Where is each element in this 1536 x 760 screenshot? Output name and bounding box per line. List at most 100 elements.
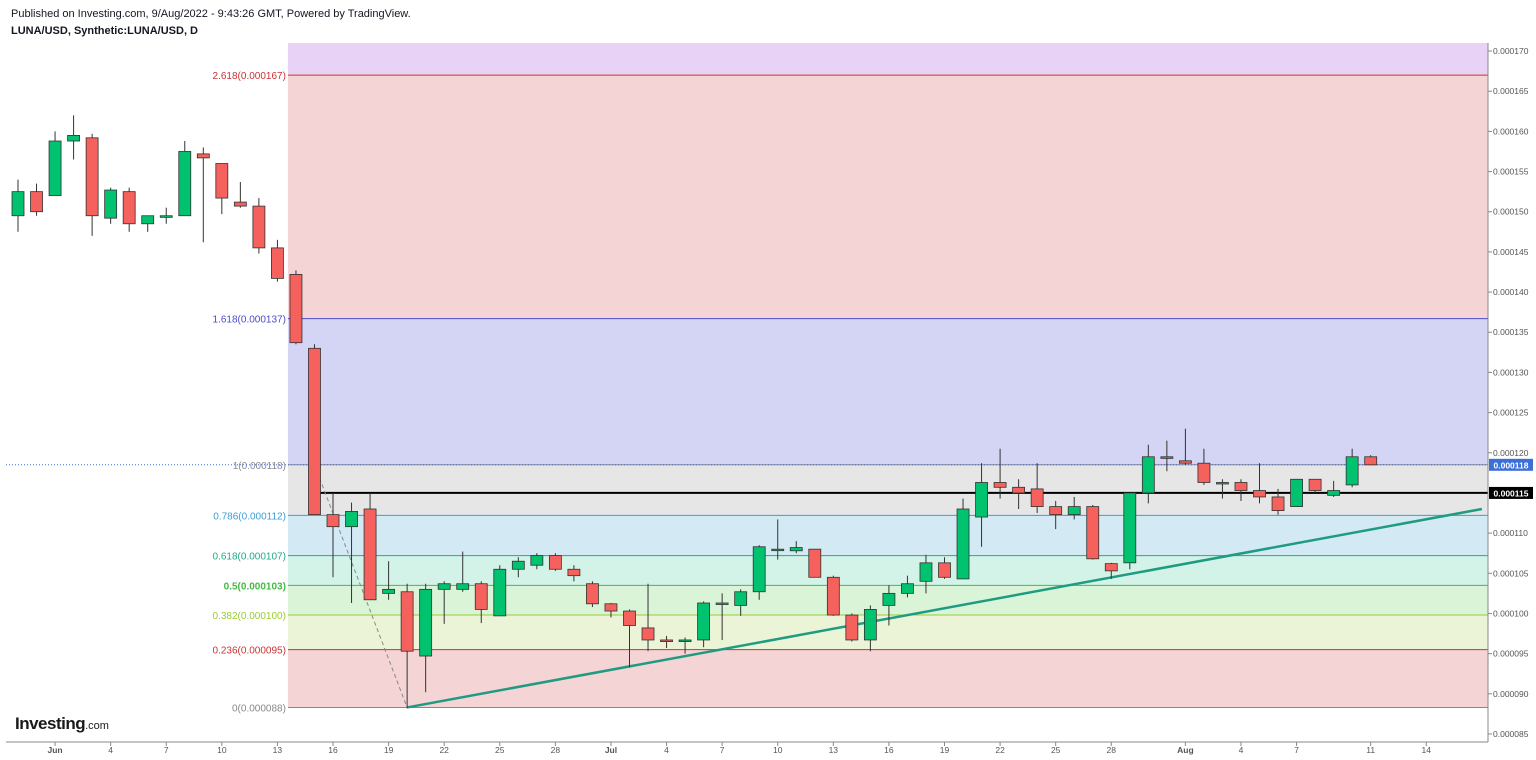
- candle: [697, 601, 711, 648]
- candle-body: [1067, 506, 1081, 516]
- candle: [456, 551, 470, 592]
- candle-body: [326, 514, 340, 528]
- candle: [67, 115, 80, 160]
- candle: [1067, 496, 1081, 520]
- candle-body: [141, 215, 155, 225]
- candle-body: [11, 191, 25, 217]
- candle: [326, 492, 340, 578]
- x-tick-label: 4: [664, 745, 669, 755]
- candle-body: [901, 583, 914, 594]
- candle: [1160, 440, 1174, 472]
- candle-body: [215, 163, 229, 199]
- candle-body: [771, 548, 785, 552]
- candle: [567, 565, 581, 582]
- fib-zone: [287, 555, 1489, 586]
- candle: [1308, 478, 1322, 493]
- candle-body: [530, 555, 544, 566]
- candle: [586, 581, 599, 608]
- candle: [11, 179, 25, 232]
- y-tick-label: 0.000165: [1493, 86, 1529, 96]
- fib-label: 2.618(0.000167): [213, 71, 286, 82]
- candle-body: [493, 568, 507, 617]
- fib-label: 0(0.000088): [232, 703, 286, 714]
- candle-body: [1160, 456, 1174, 459]
- candle-body: [623, 610, 636, 626]
- x-tick-label: 10: [217, 745, 227, 755]
- candle-body: [400, 591, 414, 652]
- candle: [752, 545, 766, 600]
- candle: [419, 583, 433, 693]
- candle: [215, 163, 229, 215]
- candle: [1345, 448, 1359, 488]
- price-tag-bg: [1489, 486, 1533, 499]
- candle: [1216, 479, 1229, 499]
- candle: [882, 585, 896, 626]
- candle: [1197, 448, 1211, 485]
- candle: [233, 181, 247, 208]
- candle-body: [308, 347, 321, 516]
- candle-body: [48, 140, 62, 197]
- candle: [641, 583, 655, 652]
- fib-label: 0.5(0.000103): [224, 581, 286, 592]
- x-tick-label: 22: [995, 745, 1005, 755]
- candle: [1253, 463, 1266, 504]
- candle-body: [122, 191, 136, 225]
- candle: [1234, 479, 1248, 501]
- candle-body: [456, 583, 470, 590]
- x-tick-label: 7: [164, 745, 169, 755]
- x-tick-label: 10: [773, 745, 783, 755]
- candle-body: [882, 592, 896, 606]
- x-tick-label: 28: [1107, 745, 1117, 755]
- candle-body: [586, 583, 599, 605]
- candle: [196, 147, 210, 243]
- candle: [159, 207, 173, 224]
- candle-body: [604, 603, 618, 612]
- candle-body: [845, 614, 859, 641]
- x-tick-label: 28: [551, 745, 561, 755]
- candle-body: [67, 134, 80, 142]
- candle-body: [1364, 456, 1378, 466]
- candle: [1290, 478, 1303, 507]
- candle-body: [1030, 488, 1044, 507]
- candle: [437, 581, 451, 624]
- candle-body: [363, 508, 377, 601]
- candle-body: [159, 215, 173, 218]
- candle: [734, 589, 748, 616]
- candle-body: [1345, 456, 1359, 486]
- y-tick-label: 0.000170: [1493, 46, 1529, 56]
- fib-zone: [287, 464, 1489, 516]
- x-tick-label: 7: [720, 745, 725, 755]
- candle-body: [752, 546, 766, 593]
- y-tick-label: 0.000130: [1493, 367, 1529, 377]
- candle: [271, 239, 284, 282]
- fib-zone: [287, 615, 1489, 650]
- y-tick-label: 0.000110: [1493, 528, 1528, 538]
- candle: [1086, 504, 1100, 560]
- candle-body: [178, 151, 192, 217]
- fib-label: 0.618(0.000107): [213, 552, 286, 563]
- candle-body: [1290, 478, 1303, 507]
- candle: [252, 198, 266, 254]
- price-tag-bg: [1489, 458, 1533, 471]
- candle-body: [808, 548, 822, 578]
- y-tick-label: 0.000145: [1493, 247, 1529, 257]
- candle: [1030, 463, 1044, 514]
- x-tick-label: 13: [273, 745, 283, 755]
- candle: [104, 187, 118, 224]
- fib-zone: [287, 75, 1489, 319]
- price-tag-label: 0.000115: [1494, 488, 1529, 498]
- x-tick-label: 7: [1294, 745, 1299, 755]
- candle-body: [567, 568, 581, 577]
- y-tick-label: 0.000085: [1493, 729, 1529, 739]
- x-tick-label: 13: [829, 745, 839, 755]
- candle-body: [1271, 496, 1285, 512]
- candle: [808, 548, 822, 578]
- investing-logo: Investing.com: [15, 714, 109, 733]
- candle: [1123, 492, 1137, 570]
- candle-body: [1197, 462, 1211, 483]
- candle: [938, 557, 951, 579]
- candle-body: [382, 588, 396, 594]
- published-note: Published on Investing.com, 9/Aug/2022 -…: [11, 8, 411, 20]
- y-tick-label: 0.000105: [1493, 568, 1529, 578]
